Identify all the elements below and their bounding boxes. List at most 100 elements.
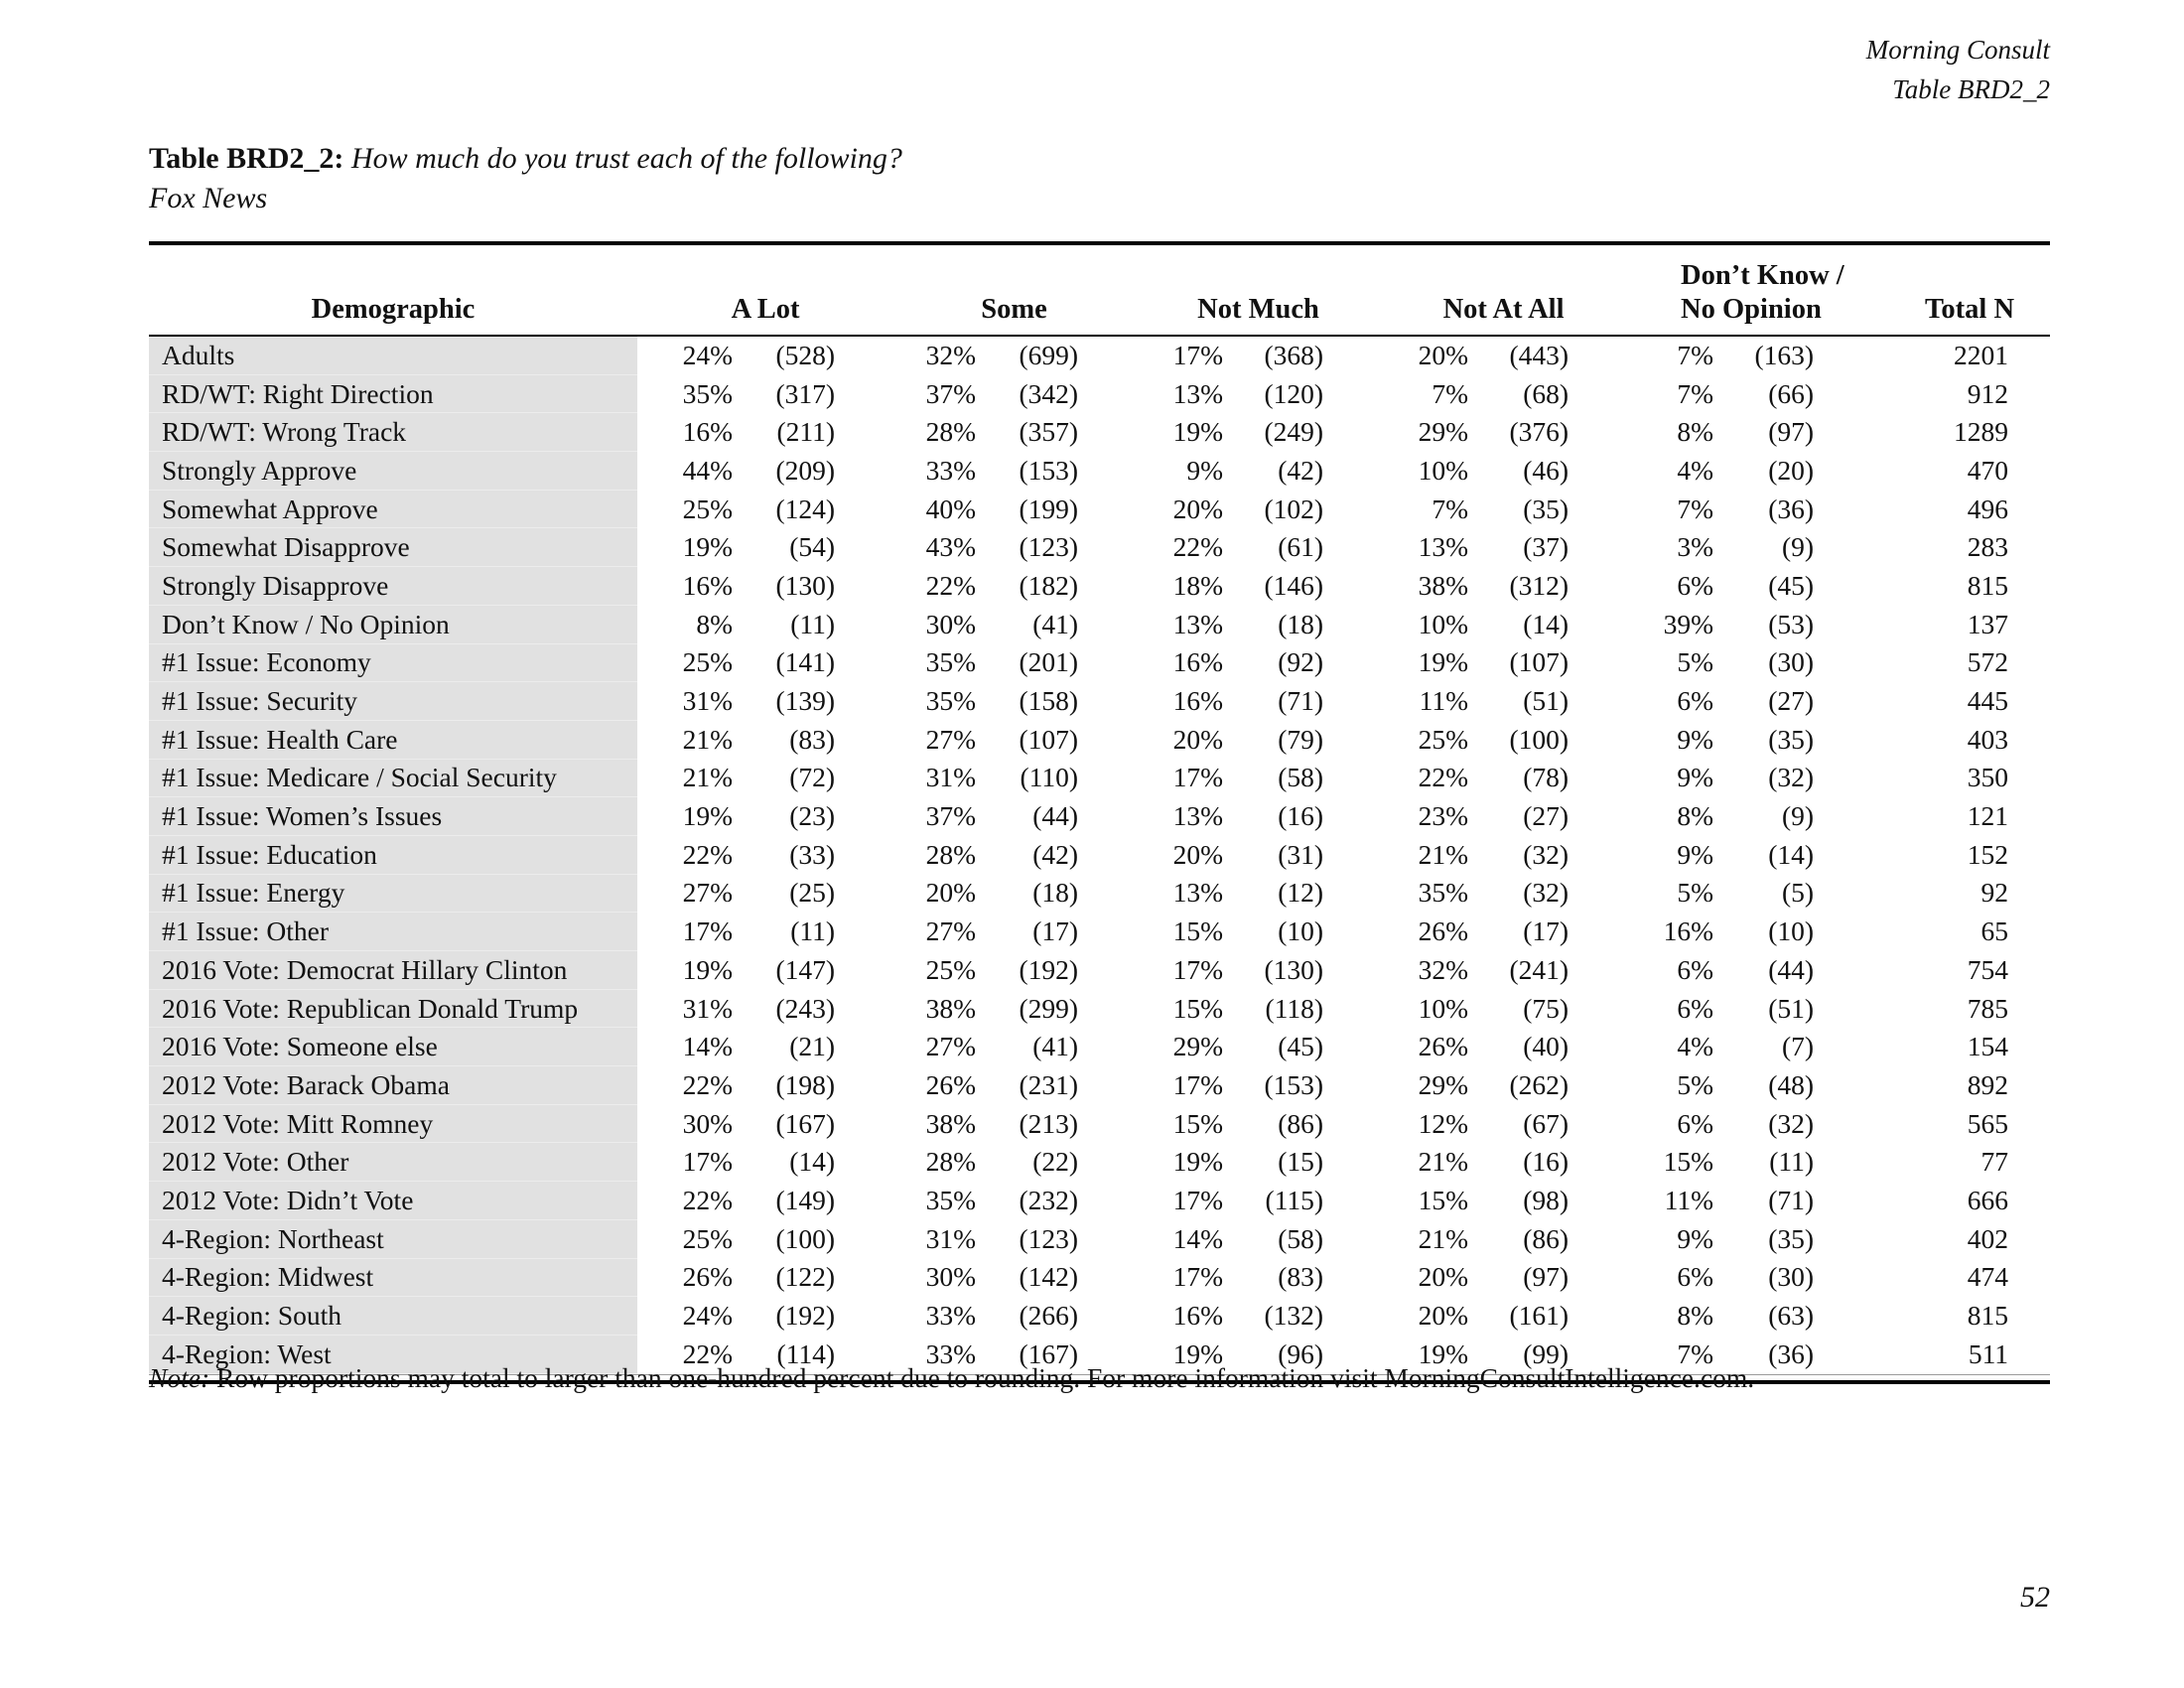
percent-cell: 35% — [1418, 877, 1469, 909]
row-label: #1 Issue: Medicare / Social Security — [149, 759, 637, 798]
percent-cell: 27% — [925, 1031, 977, 1062]
percent-cell: 39% — [1663, 608, 1714, 639]
count-cell: (45) — [1278, 1031, 1324, 1062]
row-label: 2016 Vote: Someone else — [149, 1027, 637, 1067]
total-n-cell: 283 — [1967, 531, 2009, 563]
percent-cell: 22% — [925, 569, 977, 601]
footnote-text: Row proportions may total to larger than… — [215, 1362, 1755, 1393]
percent-cell: 20% — [1172, 838, 1224, 870]
count-cell: (211) — [776, 416, 836, 448]
row-label: 2012 Vote: Mitt Romney — [149, 1104, 637, 1144]
count-cell: (33) — [789, 838, 836, 870]
percent-cell: 38% — [925, 992, 977, 1024]
percent-cell: 33% — [925, 454, 977, 486]
percent-cell: 25% — [925, 953, 977, 985]
count-cell: (132) — [1264, 1300, 1324, 1332]
count-cell: (17) — [1032, 915, 1079, 947]
count-cell: (97) — [1523, 1261, 1570, 1293]
count-cell: (147) — [775, 953, 836, 985]
percent-cell: 24% — [682, 340, 733, 371]
row-label: 4-Region: West — [149, 1335, 637, 1374]
count-cell: (27) — [1768, 685, 1815, 717]
percent-cell: 11% — [1664, 1184, 1714, 1215]
percent-cell: 4% — [1677, 454, 1714, 486]
count-cell: (42) — [1032, 838, 1079, 870]
percent-cell: 28% — [925, 416, 977, 448]
percent-cell: 10% — [1418, 608, 1469, 639]
column-header-a-lot: A Lot — [637, 245, 839, 337]
count-cell: (201) — [1019, 646, 1079, 678]
percent-cell: 26% — [925, 1068, 977, 1100]
table-row: Somewhat Approve 25% (124) 40% (199) 20% (102)… — [149, 490, 2050, 529]
count-cell: (163) — [1754, 340, 1815, 371]
count-cell: (199) — [1019, 492, 1079, 524]
percent-cell: 8% — [696, 608, 733, 639]
row-label: Strongly Disapprove — [149, 566, 637, 606]
count-cell: (139) — [775, 685, 836, 717]
percent-cell: 9% — [1677, 723, 1714, 755]
count-cell: (42) — [1278, 454, 1324, 486]
percent-cell: 28% — [925, 1146, 977, 1178]
table-header: Demographic A Lot Some Not Much Not At A… — [149, 245, 2051, 337]
percent-cell: 25% — [682, 1222, 733, 1254]
column-header-demographic: Demographic — [149, 245, 637, 337]
column-header-total-n: Total N — [1817, 245, 2051, 337]
count-cell: (342) — [1019, 377, 1079, 409]
count-cell: (9) — [1781, 800, 1815, 832]
total-n-cell: 496 — [1967, 492, 2009, 524]
table-row: 2016 Vote: Republican Donald Trump 31% (24… — [149, 989, 2050, 1029]
percent-cell: 27% — [925, 723, 977, 755]
percent-cell: 9% — [1677, 762, 1714, 793]
table-row: 2012 Vote: Didn’t Vote 22% (149) 35% (232) 17… — [149, 1181, 2050, 1220]
percent-cell: 20% — [925, 877, 977, 909]
count-cell: (115) — [1265, 1184, 1324, 1215]
column-header-dont-know-line2: No Opinion — [1681, 294, 1822, 325]
percent-cell: 8% — [1677, 1300, 1714, 1332]
percent-cell: 29% — [1418, 416, 1469, 448]
percent-cell: 37% — [925, 377, 977, 409]
total-n-cell: 92 — [1980, 877, 2009, 909]
count-cell: (37) — [1523, 531, 1570, 563]
count-cell: (15) — [1278, 1146, 1324, 1178]
total-n-cell: 572 — [1967, 646, 2009, 678]
column-header-not-much: Not Much — [1081, 245, 1327, 337]
percent-cell: 40% — [925, 492, 977, 524]
percent-cell: 21% — [1418, 1146, 1469, 1178]
table-row: 2016 Vote: Democrat Hillary Clinton 19% (1… — [149, 950, 2050, 990]
percent-cell: 6% — [1677, 685, 1714, 717]
count-cell: (141) — [775, 646, 836, 678]
row-label: #1 Issue: Other — [149, 912, 637, 951]
percent-cell: 26% — [1418, 915, 1469, 947]
count-cell: (67) — [1523, 1107, 1570, 1139]
percent-cell: 4% — [1677, 1031, 1714, 1062]
total-n-cell: 121 — [1967, 800, 2009, 832]
count-cell: (167) — [1019, 1337, 1079, 1369]
total-n-cell: 350 — [1967, 762, 2009, 793]
count-cell: (167) — [775, 1107, 836, 1139]
percent-cell: 19% — [682, 531, 733, 563]
count-cell: (83) — [1278, 1261, 1324, 1293]
percent-cell: 44% — [682, 454, 733, 486]
percent-cell: 16% — [1172, 646, 1224, 678]
count-cell: (51) — [1768, 992, 1815, 1024]
count-cell: (232) — [1019, 1184, 1079, 1215]
total-n-cell: 65 — [1980, 915, 2009, 947]
count-cell: (7) — [1781, 1031, 1815, 1062]
percent-cell: 17% — [682, 915, 733, 947]
percent-cell: 19% — [1172, 416, 1224, 448]
row-label: 2012 Vote: Other — [149, 1142, 637, 1183]
row-label: Somewhat Disapprove — [149, 527, 637, 568]
percent-cell: 31% — [682, 992, 733, 1024]
count-cell: (192) — [775, 1300, 836, 1332]
percent-cell: 7% — [1677, 340, 1714, 371]
count-cell: (249) — [1264, 416, 1324, 448]
row-label: 2016 Vote: Republican Donald Trump — [149, 989, 637, 1029]
percent-cell: 32% — [1418, 953, 1469, 985]
percent-cell: 5% — [1677, 877, 1714, 909]
percent-cell: 22% — [682, 838, 733, 870]
percent-cell: 35% — [925, 1184, 977, 1215]
count-cell: (75) — [1523, 992, 1570, 1024]
percent-cell: 35% — [925, 685, 977, 717]
total-n-cell: 511 — [1968, 1337, 2009, 1369]
